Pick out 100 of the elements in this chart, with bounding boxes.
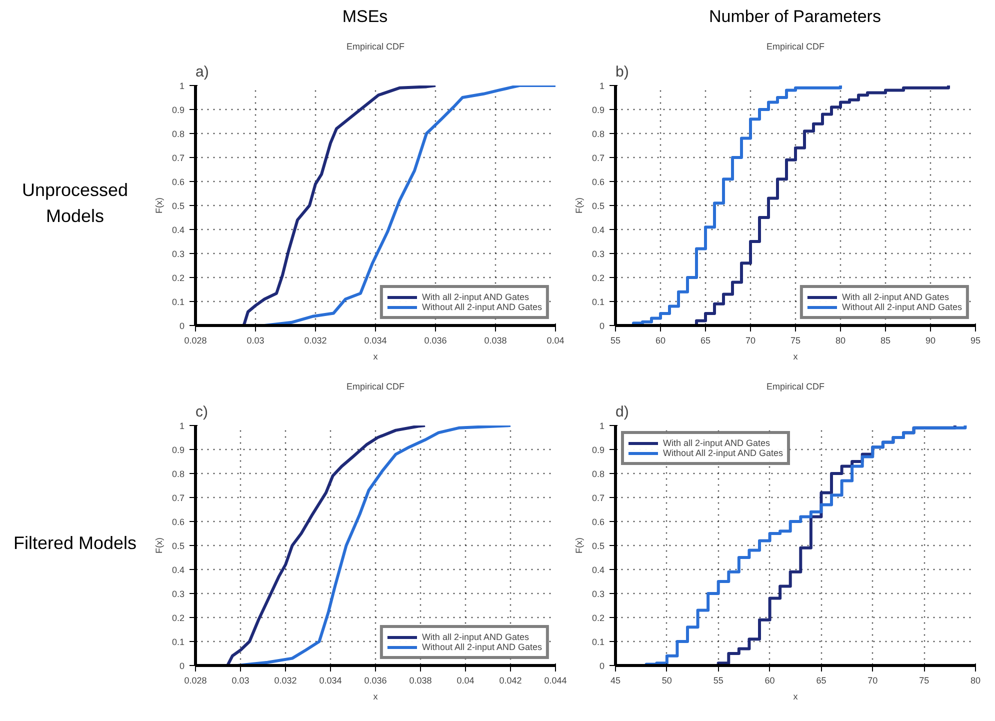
y-tick-label: 0.3: [592, 249, 605, 259]
x-tick-label: 55: [713, 676, 724, 686]
legend-label: Without All 2-input AND Gates: [663, 448, 784, 458]
x-tick-label: 75: [919, 676, 930, 686]
y-tick-label: 0.7: [592, 493, 605, 503]
y-tick-label: 0.9: [172, 445, 185, 455]
x-tick-label: 0.036: [424, 336, 447, 346]
x-tick-label: 70: [868, 676, 878, 686]
y-tick-label: 0.8: [172, 469, 185, 479]
y-tick-label: 0.2: [592, 273, 605, 283]
y-tick-label: 0.5: [172, 541, 185, 551]
x-tick-label: 75: [790, 336, 801, 346]
legend-label: Without All 2-input AND Gates: [842, 302, 962, 312]
y-tick-label: 0.6: [172, 517, 185, 527]
y-tick-label: 0.4: [172, 225, 185, 235]
y-tick-label: 0.1: [172, 297, 185, 307]
x-tick-label: 65: [700, 336, 711, 346]
x-tick-label: 0.04: [546, 336, 564, 346]
x-tick-label: 0.034: [364, 336, 387, 346]
x-tick-label: 0.028: [184, 676, 207, 686]
y-tick-label: 0: [599, 321, 605, 331]
y-tick-label: 0.3: [172, 249, 185, 259]
y-tick-label: 0.2: [172, 613, 185, 623]
x-tick-label: 80: [835, 336, 846, 346]
x-tick-label: 0.04: [456, 676, 474, 686]
y-tick-label: 0.5: [592, 541, 605, 551]
x-axis-title: x: [793, 352, 798, 362]
legend-label: With all 2-input AND Gates: [663, 438, 770, 448]
y-tick-label: 0.1: [592, 297, 605, 307]
y-tick-label: 1: [599, 81, 605, 91]
y-tick-label: 0.2: [592, 613, 605, 623]
text: MSEs: [342, 6, 388, 28]
y-tick-label: 0.8: [172, 129, 185, 139]
x-tick-label: 50: [662, 676, 672, 686]
y-tick-label: 0.6: [172, 177, 185, 187]
x-tick-label: 90: [925, 336, 936, 346]
y-tick-label: 0.7: [172, 493, 185, 503]
text: d): [616, 404, 629, 420]
legend-label: With all 2-input AND Gates: [842, 292, 949, 302]
chart-title: Empirical CDF: [346, 382, 406, 392]
legend-label: With all 2-input AND Gates: [422, 292, 529, 302]
y-tick-label: 0.4: [592, 565, 605, 575]
y-tick-label: 0: [599, 661, 605, 671]
x-tick-label: 0.034: [319, 676, 342, 686]
chart-title: Empirical CDF: [766, 42, 826, 52]
y-tick-label: 0.6: [592, 517, 605, 527]
x-tick-label: 0.038: [409, 676, 432, 686]
y-tick-label: 0.2: [172, 273, 185, 283]
x-axis-title: x: [373, 352, 378, 362]
x-tick-label: 65: [816, 676, 826, 686]
y-tick-label: 0.7: [592, 153, 605, 163]
y-tick-label: 0.5: [592, 201, 605, 211]
y-axis-title: F(x): [154, 537, 164, 554]
x-tick-label: 45: [610, 676, 621, 686]
x-axis-title: x: [793, 692, 798, 702]
x-tick-label: 0.03: [232, 676, 250, 686]
text: Unprocessed Models: [20, 179, 130, 228]
x-tick-label: 0.036: [364, 676, 387, 686]
y-tick-label: 0.8: [592, 129, 605, 139]
text: Filtered Models: [13, 532, 137, 556]
y-tick-label: 0.9: [592, 105, 605, 115]
x-tick-label: 95: [970, 336, 981, 346]
x-tick-label: 60: [655, 336, 666, 346]
x-tick-label: 0.03: [246, 336, 264, 346]
x-tick-label: 80: [970, 676, 981, 686]
y-tick-label: 0.9: [172, 105, 185, 115]
x-tick-label: 0.032: [274, 676, 297, 686]
x-tick-label: 0.032: [304, 336, 327, 346]
y-tick-label: 0.9: [592, 445, 605, 455]
y-tick-label: 1: [179, 421, 185, 431]
x-tick-label: 0.028: [184, 336, 207, 346]
x-axis-title: x: [373, 692, 378, 702]
x-tick-label: 0.038: [484, 336, 507, 346]
y-tick-label: 1: [179, 81, 185, 91]
legend-label: Without All 2-input AND Gates: [422, 642, 542, 652]
y-axis-title: F(x): [574, 197, 584, 214]
legend-label: With all 2-input AND Gates: [422, 632, 529, 642]
text: b): [616, 64, 629, 80]
y-tick-label: 0.3: [592, 589, 605, 599]
x-tick-label: 85: [880, 336, 891, 346]
y-tick-label: 0.6: [592, 177, 605, 187]
y-tick-label: 0.1: [172, 637, 185, 647]
text: c): [196, 404, 208, 420]
x-tick-label: 0.042: [499, 676, 522, 686]
chart-title: Empirical CDF: [346, 42, 406, 52]
y-tick-label: 0: [179, 321, 185, 331]
x-tick-label: 60: [764, 676, 775, 686]
x-tick-label: 70: [745, 336, 756, 346]
y-tick-label: 0.4: [592, 225, 605, 235]
text: Number of Parameters: [709, 6, 881, 28]
y-axis-title: F(x): [154, 197, 164, 214]
y-tick-label: 0.1: [592, 637, 605, 647]
y-axis-title: F(x): [574, 537, 584, 554]
legend-label: Without All 2-input AND Gates: [422, 302, 542, 312]
y-tick-label: 0.3: [172, 589, 185, 599]
y-tick-label: 0.5: [172, 201, 185, 211]
y-tick-label: 0.4: [172, 565, 185, 575]
y-tick-label: 0.7: [172, 153, 185, 163]
text: a): [196, 64, 209, 80]
y-tick-label: 1: [599, 421, 605, 431]
